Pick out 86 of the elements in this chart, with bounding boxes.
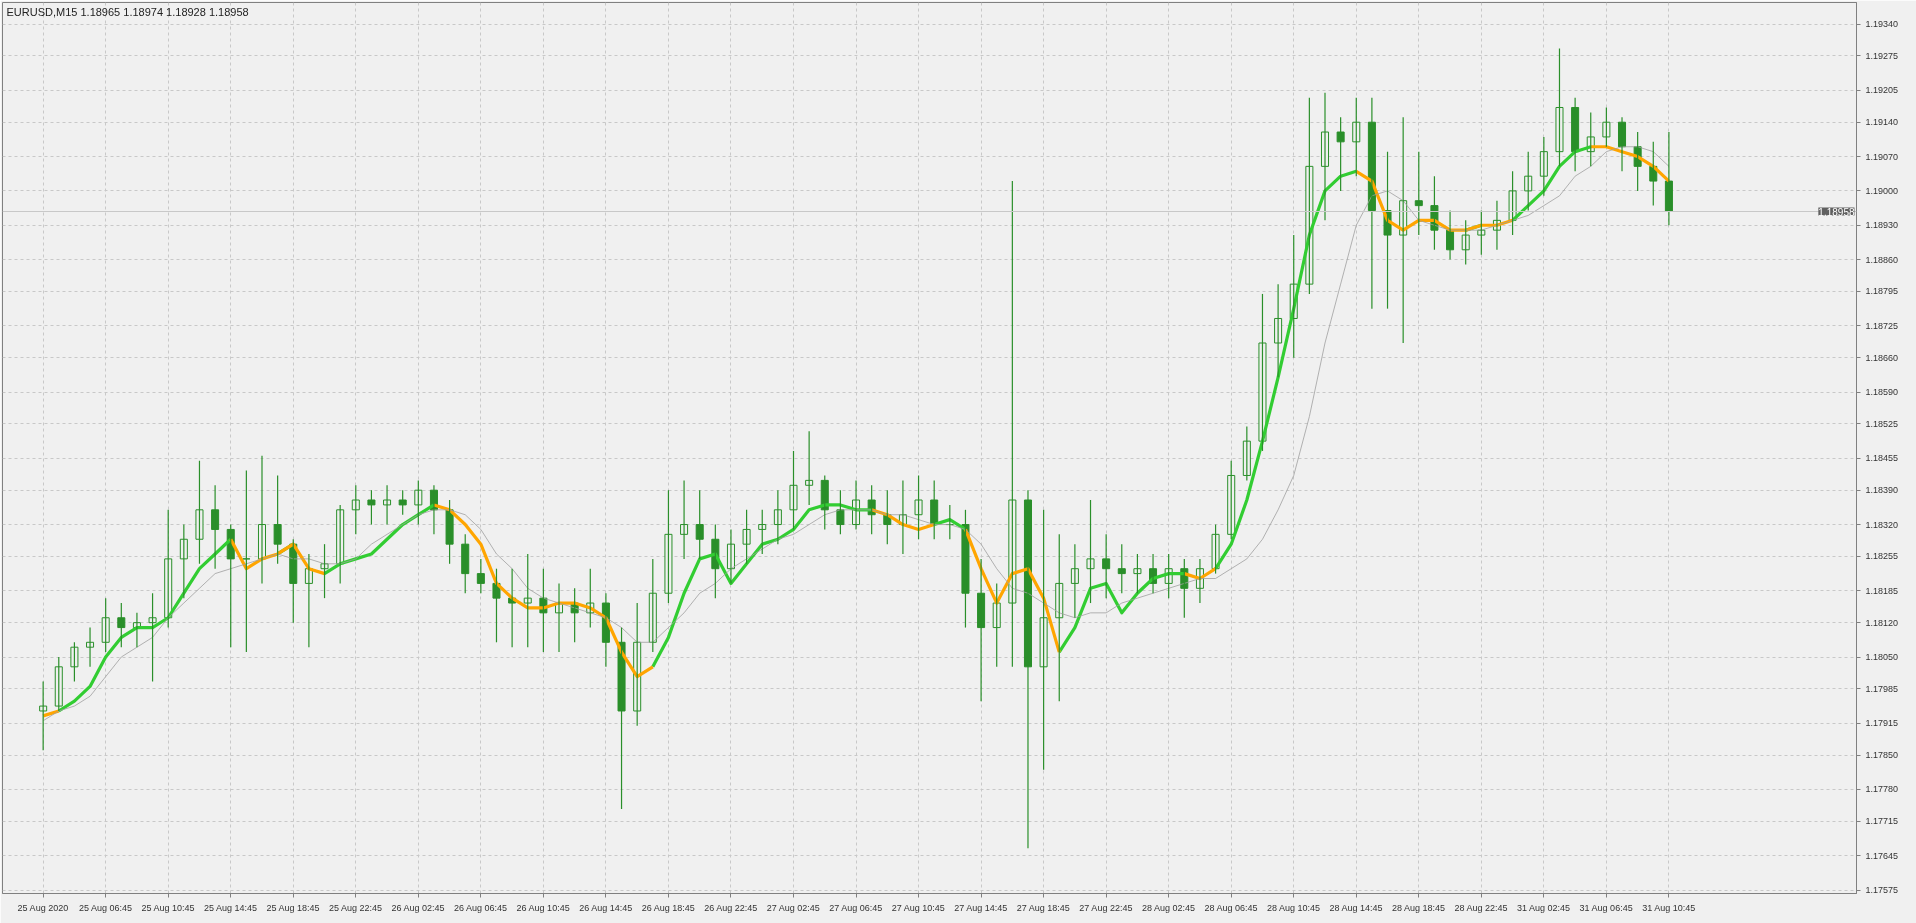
y-tick-label: 1.18050	[1865, 652, 1899, 663]
x-tick-label: 31 Aug 06:45	[1579, 902, 1633, 913]
candlestick	[273, 474, 282, 565]
y-tick-label: 1.18795	[1865, 286, 1899, 297]
y-tick-label: 1.19000	[1865, 185, 1899, 196]
candlestick	[1008, 180, 1017, 668]
candlestick	[742, 509, 751, 565]
candlestick	[1336, 116, 1345, 192]
candlestick	[664, 489, 673, 604]
y-tick-label: 1.19140	[1865, 117, 1899, 128]
candlestick	[1086, 499, 1095, 604]
y-tick-label: 1.19070	[1865, 151, 1899, 162]
candlestick	[1211, 523, 1220, 575]
y-tick-label: 1.17915	[1865, 718, 1899, 729]
x-tick-label: 28 Aug 02:45	[1141, 902, 1195, 913]
candlestick	[1039, 509, 1048, 771]
x-tick-label: 28 Aug 14:45	[1329, 902, 1383, 913]
candlestick	[758, 509, 767, 555]
x-tick-label: 25 Aug 2020	[17, 902, 69, 913]
candlestick	[148, 592, 157, 683]
chart-title: EURUSD,M15 1.18965 1.18974 1.18928 1.18958	[6, 5, 249, 18]
x-tick-label: 28 Aug 22:45	[1454, 902, 1508, 913]
candlestick	[398, 489, 407, 516]
x-tick-label: 27 Aug 18:45	[1016, 902, 1070, 913]
candlestick	[1414, 151, 1423, 236]
y-tick-label: 1.17575	[1865, 885, 1899, 896]
x-tick-label: 25 Aug 10:45	[141, 902, 195, 913]
ref-line-label: 1.18958	[1818, 206, 1855, 218]
x-tick-label: 31 Aug 10:45	[1642, 902, 1696, 913]
candlestick	[961, 509, 970, 629]
x-tick-label: 31 Aug 02:45	[1517, 902, 1571, 913]
x-tick-label: 25 Aug 14:45	[203, 902, 258, 913]
x-tick-label: 28 Aug 10:45	[1266, 902, 1321, 913]
x-tick-label: 26 Aug 18:45	[641, 902, 695, 913]
x-tick-label: 26 Aug 10:45	[516, 902, 570, 913]
x-tick-label: 27 Aug 06:45	[829, 902, 883, 913]
y-tick-label: 1.18185	[1865, 585, 1899, 596]
x-tick-label: 27 Aug 14:45	[954, 902, 1008, 913]
candlestick	[523, 553, 532, 648]
y-tick-label: 1.18120	[1865, 617, 1899, 628]
candlestick	[445, 499, 454, 565]
x-tick-label: 25 Aug 06:45	[78, 902, 132, 913]
candlestick	[1133, 553, 1142, 594]
y-tick-label: 1.18255	[1865, 551, 1899, 562]
y-tick-label: 1.18860	[1865, 254, 1899, 265]
x-tick-label: 26 Aug 06:45	[454, 902, 508, 913]
x-tick-label: 25 Aug 22:45	[329, 902, 383, 913]
x-tick-label: 28 Aug 06:45	[1204, 902, 1258, 913]
candlestick	[695, 489, 704, 560]
candlestick	[70, 641, 79, 683]
x-tick-label: 26 Aug 02:45	[391, 902, 445, 913]
candlestick	[117, 602, 126, 648]
x-tick-label: 27 Aug 22:45	[1079, 902, 1133, 913]
candlestick	[914, 474, 923, 540]
candlestick	[1602, 106, 1611, 148]
y-tick-label: 1.17645	[1865, 850, 1899, 861]
candlestick	[789, 450, 798, 531]
candlestick	[1117, 543, 1126, 594]
x-tick-label: 27 Aug 10:45	[891, 902, 945, 913]
y-tick-label: 1.18390	[1865, 485, 1899, 496]
y-tick-label: 1.18320	[1865, 519, 1899, 530]
candlestick	[1258, 293, 1267, 452]
y-tick-label: 1.18525	[1865, 418, 1899, 429]
y-tick-label: 1.18660	[1865, 352, 1899, 363]
x-tick-label: 26 Aug 22:45	[704, 902, 758, 913]
y-tick-label: 1.19205	[1865, 85, 1899, 96]
candlestick	[1555, 48, 1564, 167]
candlestick	[367, 489, 376, 526]
y-tick-label: 1.18590	[1865, 387, 1899, 398]
x-tick-label: 27 Aug 02:45	[766, 902, 820, 913]
x-tick-label: 28 Aug 18:45	[1392, 902, 1446, 913]
y-tick-label: 1.18725	[1865, 320, 1899, 331]
y-tick-label: 1.17715	[1865, 816, 1899, 827]
x-tick-label: 25 Aug 18:45	[266, 902, 320, 913]
y-tick-label: 1.17850	[1865, 750, 1899, 761]
y-tick-label: 1.17780	[1865, 784, 1899, 795]
y-tick-label: 1.17985	[1865, 683, 1899, 694]
y-tick-label: 1.19340	[1865, 19, 1899, 30]
x-tick-label: 26 Aug 14:45	[579, 902, 633, 913]
candlestick	[383, 484, 392, 526]
y-tick-label: 1.18455	[1865, 453, 1899, 464]
y-tick-label: 1.19275	[1865, 50, 1899, 61]
candlestick	[617, 626, 626, 810]
y-tick-label: 1.18930	[1865, 220, 1899, 231]
candlestick	[195, 460, 204, 565]
candlestick	[836, 489, 845, 535]
